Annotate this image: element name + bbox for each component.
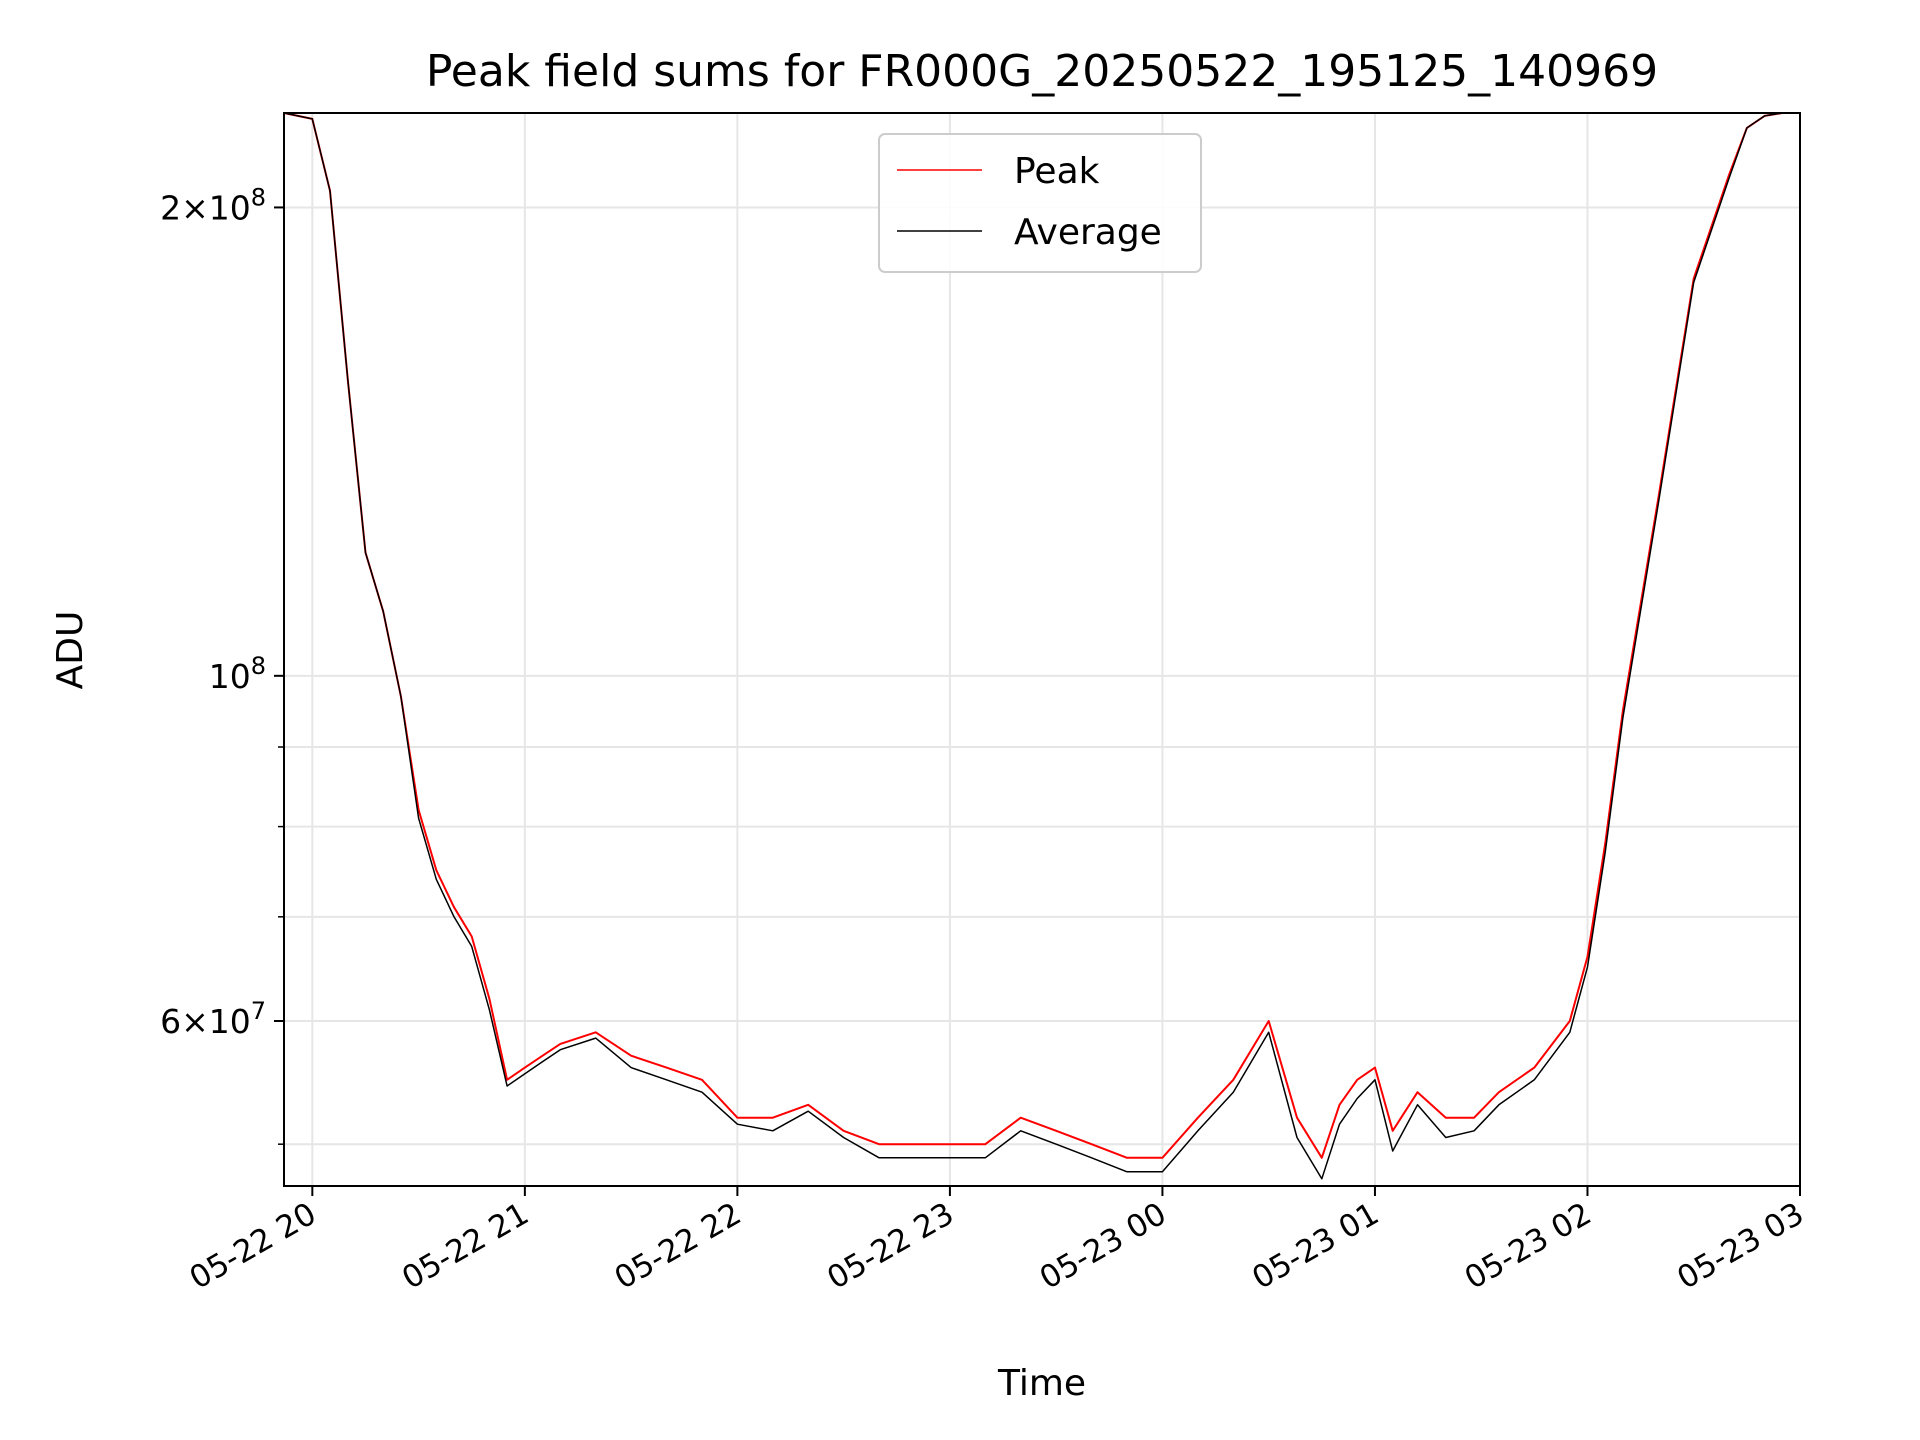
- y-tick-label: 2×108: [160, 183, 266, 227]
- legend-label-average: Average: [1014, 212, 1162, 253]
- axes-frame: [283, 112, 1801, 1187]
- legend-box: [878, 133, 1202, 273]
- series-lines: [283, 112, 1800, 1180]
- y-tick-label: 6×107: [160, 997, 266, 1041]
- y-axis-label: ADU: [50, 611, 91, 690]
- series-line-average: [283, 112, 1800, 1180]
- legend: Peak Average: [878, 133, 1202, 273]
- chart-title: Peak field sums for FR000G_20250522_1951…: [426, 46, 1658, 97]
- x-axis-label: Time: [997, 1363, 1086, 1404]
- series-line-peak: [283, 112, 1800, 1159]
- legend-label-peak: Peak: [1014, 151, 1100, 192]
- y-tick-label: 108: [209, 652, 266, 696]
